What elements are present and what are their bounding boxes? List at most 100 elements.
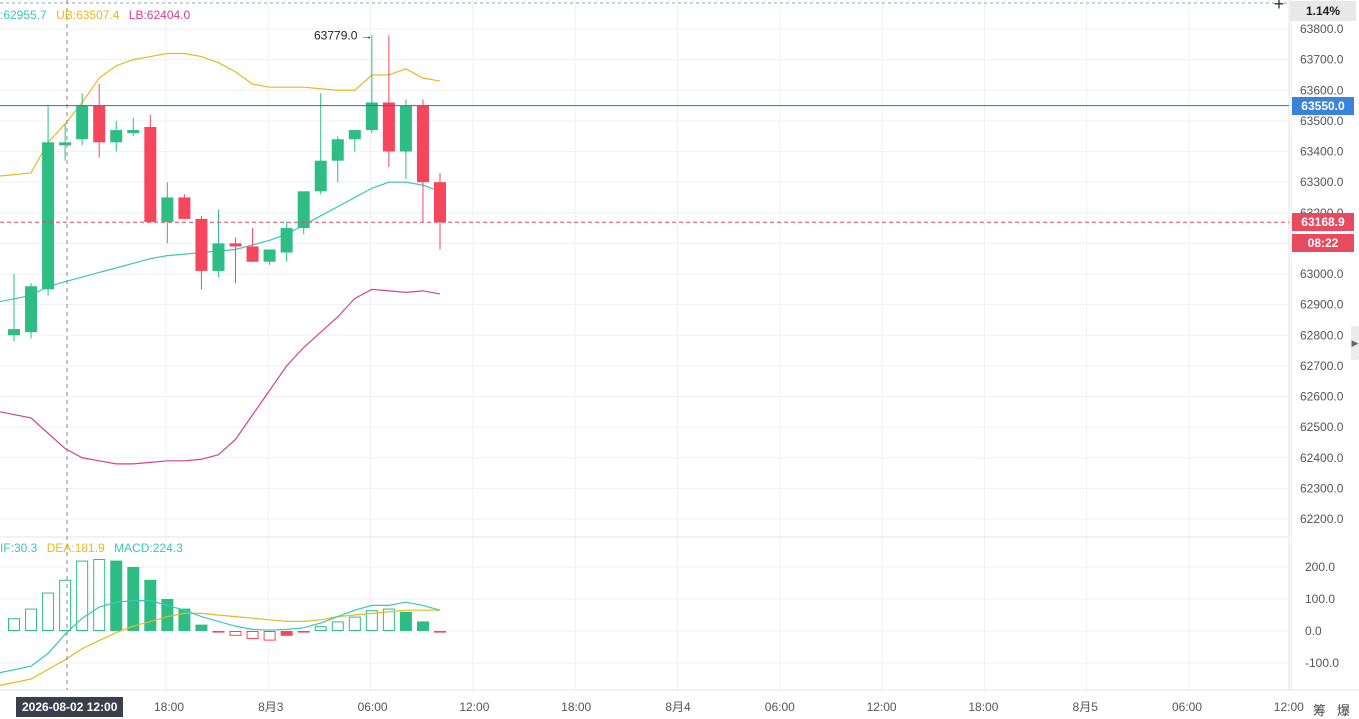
candle-body xyxy=(331,139,344,161)
macd-value: MACD:224.3 xyxy=(114,541,183,555)
macd-panel xyxy=(0,559,446,686)
macd-dea-value: DEA:181.9 xyxy=(46,541,105,555)
price-tick-label: 63700.0 xyxy=(1300,53,1344,67)
candle-body xyxy=(127,130,140,134)
candle-body xyxy=(110,130,123,143)
candle-body xyxy=(93,105,106,143)
time-tick-label: 8月5 xyxy=(1073,700,1099,714)
candle-body xyxy=(246,246,259,262)
candle-body xyxy=(42,142,55,290)
macd-tick-label: 200.0 xyxy=(1305,560,1335,574)
price-tick-label: 63000.0 xyxy=(1300,267,1344,281)
macd-hist-bar xyxy=(399,611,412,631)
candle-body xyxy=(280,228,293,253)
macd-hist-bar xyxy=(280,631,293,636)
macd-hist-bar xyxy=(76,560,89,631)
macd-hist-bar xyxy=(229,631,242,636)
macd-hist-bar xyxy=(246,631,259,639)
side-collapse-handle[interactable]: ▶ xyxy=(1351,326,1359,360)
time-tick-label: 8月3 xyxy=(258,700,284,714)
candle-body xyxy=(263,249,276,262)
price-tick-label: 62800.0 xyxy=(1300,328,1344,342)
macd-hist-bar xyxy=(42,592,55,631)
macd-hist-bar xyxy=(144,579,157,631)
high-annotation: 63779.0 → xyxy=(314,28,373,42)
candle-body xyxy=(8,329,20,336)
candle-body xyxy=(229,243,242,247)
time-tick-label: 06:00 xyxy=(765,700,795,714)
change-pct-badge: 1.14% xyxy=(1290,1,1356,21)
price-tick-label: 62400.0 xyxy=(1300,451,1344,465)
macd-hist-bar xyxy=(416,621,429,631)
price-tick-label: 63800.0 xyxy=(1300,22,1344,36)
candle-body xyxy=(161,197,174,222)
macd-hist-bar xyxy=(195,624,208,631)
bollinger-bands xyxy=(0,52,441,465)
time-tick-label: 8月4 xyxy=(665,700,691,714)
time-tick-label: 12:00 xyxy=(867,700,897,714)
price-tick-label: 63500.0 xyxy=(1300,114,1344,128)
crosshair-time-label: 2026-08-02 12:00 xyxy=(16,697,124,717)
candles xyxy=(8,35,446,342)
macd-hist-bar xyxy=(161,599,174,631)
time-tick-label: 18:00 xyxy=(968,700,998,714)
macd-hist-bar xyxy=(382,608,395,631)
candle-body xyxy=(416,105,429,183)
candle-body xyxy=(399,105,412,152)
price-tick-label: 62700.0 xyxy=(1300,359,1344,373)
add-indicator-button[interactable]: + xyxy=(1273,0,1285,14)
price-tick-label: 62300.0 xyxy=(1300,481,1344,495)
candle-body xyxy=(314,160,327,192)
boll-mb-value: :62955.7 xyxy=(0,8,47,22)
candle-body xyxy=(195,218,208,271)
candle-body xyxy=(76,105,89,140)
macd-hist-bar xyxy=(297,631,310,633)
boll-ub-value: UB:63507.4 xyxy=(56,8,120,22)
price-tick-label: 62500.0 xyxy=(1300,420,1344,434)
time-axis: 18:00 8月3 06:00 12:00 18:00 8月4 06:00 12:00 18:0… xyxy=(154,700,1304,714)
candle-body xyxy=(25,286,38,333)
candle-body xyxy=(297,191,310,229)
candle-body xyxy=(212,243,225,271)
line-price-badge: 63550.0 xyxy=(1292,97,1354,115)
macd-tick-label: 100.0 xyxy=(1305,592,1335,606)
macd-legend: IF:30.3 DEA:181.9 MACD:224.3 xyxy=(0,541,189,555)
countdown-badge: 08:22 xyxy=(1292,234,1354,252)
time-tick-label: 06:00 xyxy=(1172,700,1202,714)
boll-lb-value: LB:62404.0 xyxy=(128,8,191,22)
candle-body xyxy=(59,142,72,146)
candle-body xyxy=(382,102,395,152)
macd-tick-label: -100.0 xyxy=(1305,656,1339,670)
macd-hist-bar xyxy=(348,616,361,631)
macd-hist-bar xyxy=(25,608,38,631)
price-tick-label: 63400.0 xyxy=(1300,145,1344,159)
time-tick-label: 06:00 xyxy=(358,700,388,714)
candle-body xyxy=(178,197,191,219)
macd-axis: 200.0 100.0 0.0 -100.0 xyxy=(1305,560,1339,670)
macd-hist-bar xyxy=(263,631,276,641)
macd-hist-bar xyxy=(8,618,20,632)
macd-hist-bar xyxy=(331,621,344,632)
macd-dif-value: IF:30.3 xyxy=(0,541,38,555)
time-tick-label: 12:00 xyxy=(459,700,489,714)
candle-body xyxy=(144,127,157,222)
macd-dea-line xyxy=(0,609,440,686)
price-tick-label: 62200.0 xyxy=(1300,512,1344,526)
macd-hist-bar xyxy=(59,579,72,631)
liquidation-button[interactable]: 爆 xyxy=(1337,703,1351,718)
price-tick-label: 62600.0 xyxy=(1300,390,1344,404)
last-price-badge: 63168.9 xyxy=(1292,213,1354,231)
chips-button[interactable]: 筹 xyxy=(1313,703,1327,718)
boll-mb-line xyxy=(0,181,441,303)
price-tick-label: 62900.0 xyxy=(1300,298,1344,312)
macd-hist-bar xyxy=(110,560,123,631)
time-tick-label: 18:00 xyxy=(154,700,184,714)
macd-hist-bar xyxy=(127,567,140,631)
macd-hist-bar xyxy=(314,626,327,632)
macd-hist-bar xyxy=(434,631,446,633)
time-tick-label: 12:00 xyxy=(1274,700,1304,714)
macd-hist-bar xyxy=(93,559,106,631)
boll-legend: :62955.7 UB:63507.4 LB:62404.0 xyxy=(0,8,196,22)
macd-hist-bar xyxy=(365,610,378,632)
